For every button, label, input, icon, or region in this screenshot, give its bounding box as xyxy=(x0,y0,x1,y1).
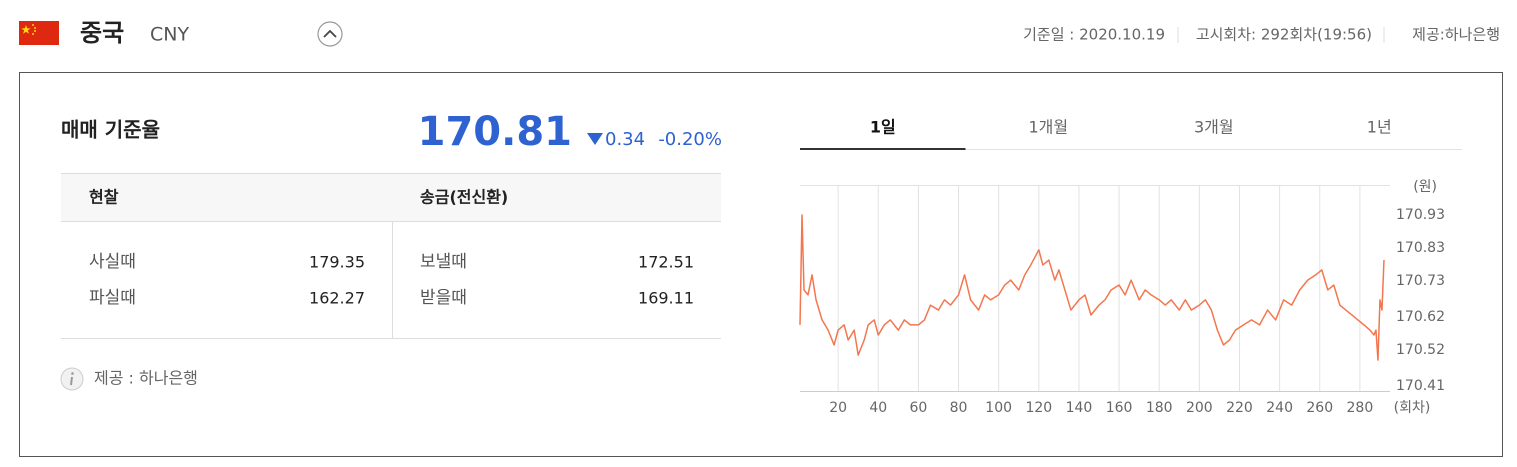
row-value: 179.35 xyxy=(309,253,365,272)
row-value: 172.51 xyxy=(638,253,694,272)
base-date: 기준일 : 2020.10.19 xyxy=(1023,26,1165,44)
row-value: 169.11 xyxy=(638,289,694,308)
tab[interactable]: 1일 xyxy=(870,118,896,137)
x-tick-label: 200 xyxy=(1186,400,1213,416)
y-tick-label: 170.62 xyxy=(1396,309,1445,325)
tab[interactable]: 1년 xyxy=(1367,118,1392,137)
y-tick-label: 170.83 xyxy=(1396,240,1445,256)
y-tick-label: 170.73 xyxy=(1396,273,1445,289)
row-label: 파실때 xyxy=(89,288,136,308)
country: 중국 xyxy=(80,19,124,47)
currency: CNY xyxy=(150,24,189,46)
y-axis-label: (원) xyxy=(1413,179,1437,195)
y-tick-label: 170.52 xyxy=(1396,342,1445,358)
x-tick-label: 100 xyxy=(985,400,1012,416)
x-tick-label: 260 xyxy=(1306,400,1333,416)
x-tick-label: 20 xyxy=(829,400,847,416)
provider: 제공:하나은행 xyxy=(1412,26,1500,44)
flag xyxy=(19,21,59,45)
x-tick-label: 240 xyxy=(1266,400,1293,416)
x-tick-label: 140 xyxy=(1066,400,1093,416)
row-label: 사실때 xyxy=(89,252,136,272)
table-header-bg xyxy=(61,173,721,221)
x-tick-label: 80 xyxy=(950,400,968,416)
down-arrow xyxy=(587,133,603,145)
rate-change: 0.34 xyxy=(605,129,645,150)
x-tick-label: 40 xyxy=(869,400,887,416)
round: 고시회차: 292회차(19:56) xyxy=(1196,26,1372,44)
row-label: 받을때 xyxy=(420,288,467,308)
x-tick-label: 180 xyxy=(1146,400,1173,416)
panel xyxy=(19,72,1503,457)
rate-change-pct: -0.20% xyxy=(658,129,722,150)
row-label: 보낼때 xyxy=(420,252,467,272)
table-header: 송금(전신환) xyxy=(420,188,508,207)
tab[interactable]: 3개월 xyxy=(1194,118,1234,137)
collapse-button[interactable] xyxy=(317,21,343,47)
tab[interactable]: 1개월 xyxy=(1028,118,1068,137)
y-tick-label: 170.93 xyxy=(1396,207,1445,223)
x-tick-label: 160 xyxy=(1106,400,1133,416)
note: 제공 : 하나은행 xyxy=(94,369,198,388)
table-header: 현찰 xyxy=(89,188,119,207)
x-axis-label: (회차) xyxy=(1394,400,1431,416)
x-tick-label: 120 xyxy=(1025,400,1052,416)
x-tick-label: 280 xyxy=(1347,400,1374,416)
x-tick-label: 60 xyxy=(909,400,927,416)
line-series xyxy=(799,214,1385,361)
y-tick-label: 170.41 xyxy=(1396,378,1445,394)
rate-label: 매매 기준율 xyxy=(61,118,160,142)
x-tick-label: 220 xyxy=(1226,400,1253,416)
row-value: 162.27 xyxy=(309,289,365,308)
rate-value: 170.81 xyxy=(418,109,572,155)
info-icon xyxy=(60,367,84,391)
